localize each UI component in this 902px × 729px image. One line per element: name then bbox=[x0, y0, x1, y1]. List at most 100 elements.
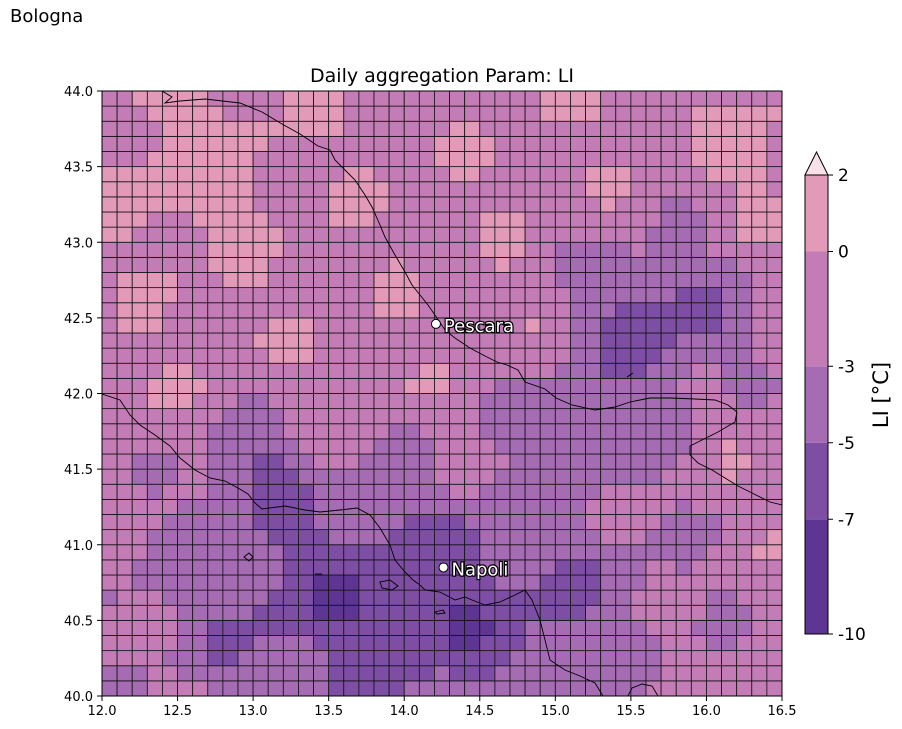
grid-cell bbox=[328, 317, 345, 334]
grid-cell bbox=[131, 680, 148, 696]
grid-cell bbox=[736, 91, 753, 107]
grid-cell bbox=[766, 635, 782, 652]
grid-cell bbox=[328, 362, 345, 379]
grid-cell bbox=[298, 544, 314, 561]
grid-cell bbox=[660, 287, 677, 304]
grid-cell bbox=[554, 453, 571, 470]
grid-cell bbox=[388, 393, 405, 410]
grid-cell bbox=[116, 574, 133, 591]
grid-cell bbox=[766, 544, 782, 561]
grid-cell bbox=[721, 665, 738, 682]
grid-cell bbox=[131, 453, 148, 470]
grid-cell bbox=[585, 408, 602, 425]
grid-cell bbox=[479, 635, 496, 652]
grid-cell bbox=[434, 211, 450, 228]
grid-cell bbox=[766, 574, 782, 591]
grid-cell bbox=[766, 272, 782, 289]
grid-cell bbox=[675, 619, 692, 636]
grid-cell bbox=[539, 453, 556, 470]
grid-cell bbox=[237, 665, 254, 682]
grid-cell bbox=[570, 574, 586, 591]
grid-cell bbox=[645, 604, 662, 621]
grid-cell bbox=[434, 241, 450, 258]
grid-cell bbox=[222, 619, 239, 636]
grid-cell bbox=[192, 514, 209, 531]
grid-cell bbox=[434, 650, 450, 667]
grid-cell bbox=[102, 544, 118, 561]
grid-cell bbox=[282, 181, 299, 198]
x-tick-label: 16.0 bbox=[692, 704, 721, 719]
grid-cell bbox=[554, 438, 571, 455]
grid-cell bbox=[282, 589, 299, 606]
grid-cell bbox=[207, 423, 224, 440]
grid-cell bbox=[328, 574, 345, 591]
grid-cell bbox=[585, 272, 602, 289]
grid-cell bbox=[585, 241, 602, 258]
grid-cell bbox=[418, 196, 435, 213]
grid-cell bbox=[645, 574, 662, 591]
grid-cell bbox=[615, 483, 632, 500]
grid-cell bbox=[131, 91, 148, 107]
grid-cell bbox=[706, 196, 722, 213]
grid-cell bbox=[721, 498, 738, 515]
grid-cell bbox=[373, 408, 390, 425]
grid-cell bbox=[449, 680, 466, 696]
grid-cell bbox=[539, 635, 556, 652]
grid-cell bbox=[706, 498, 722, 515]
grid-cell bbox=[449, 196, 466, 213]
grid-cell bbox=[766, 468, 782, 485]
grid-cell bbox=[131, 272, 148, 289]
grid-cell bbox=[343, 680, 360, 696]
grid-cell bbox=[328, 604, 345, 621]
grid-cell bbox=[343, 453, 360, 470]
grid-cell bbox=[207, 468, 224, 485]
grid-cell bbox=[766, 680, 782, 696]
grid-cell bbox=[298, 241, 314, 258]
grid-cell bbox=[766, 151, 782, 168]
grid-cell bbox=[146, 619, 163, 636]
grid-cell bbox=[479, 393, 496, 410]
grid-cell bbox=[116, 483, 133, 500]
grid-cell bbox=[539, 514, 556, 531]
grid-cell bbox=[267, 468, 284, 485]
grid-cell bbox=[267, 211, 284, 228]
grid-cell bbox=[615, 423, 632, 440]
grid-cell bbox=[690, 211, 707, 228]
grid-cell bbox=[675, 650, 692, 667]
grid-cell bbox=[267, 166, 284, 183]
grid-cell bbox=[162, 317, 178, 334]
grid-cell bbox=[252, 317, 269, 334]
grid-cell bbox=[162, 135, 178, 152]
grid-cell bbox=[479, 211, 496, 228]
grid-cell bbox=[554, 105, 571, 122]
grid-cell bbox=[479, 196, 496, 213]
grid-cell bbox=[600, 151, 617, 168]
grid-cell bbox=[554, 529, 571, 546]
grid-cell bbox=[102, 302, 118, 319]
grid-cell bbox=[660, 438, 677, 455]
grid-cell bbox=[645, 498, 662, 515]
grid-cell bbox=[388, 317, 405, 334]
grid-cell bbox=[600, 377, 617, 394]
grid-cell bbox=[131, 423, 148, 440]
grid-cell bbox=[207, 498, 224, 515]
grid-cell bbox=[600, 256, 617, 273]
grid-cell bbox=[388, 91, 405, 107]
grid-cell bbox=[313, 468, 330, 485]
grid-cell bbox=[570, 483, 586, 500]
grid-cell bbox=[252, 589, 269, 606]
grid-cell bbox=[207, 544, 224, 561]
grid-cell bbox=[660, 604, 677, 621]
grid-cell bbox=[328, 181, 345, 198]
map-axes: 12.0 12.5 13.0 13.5 14.0 14.5 15.0 15.5 16.0 16.5… bbox=[64, 85, 796, 719]
grid-cell bbox=[418, 347, 435, 364]
grid-cell bbox=[766, 287, 782, 304]
grid-cell bbox=[313, 529, 330, 546]
grid-cell bbox=[177, 680, 194, 696]
grid-cell bbox=[328, 589, 345, 606]
grid-cell bbox=[418, 574, 435, 591]
grid-cell bbox=[146, 498, 163, 515]
grid-cell bbox=[418, 91, 435, 107]
grid-cell bbox=[721, 347, 738, 364]
